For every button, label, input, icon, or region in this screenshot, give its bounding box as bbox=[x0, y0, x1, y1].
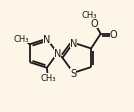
Text: O: O bbox=[110, 29, 118, 39]
Text: S: S bbox=[70, 68, 77, 78]
Text: CH₃: CH₃ bbox=[81, 11, 97, 20]
Text: N: N bbox=[43, 34, 51, 44]
Text: O: O bbox=[91, 19, 98, 29]
Text: N: N bbox=[54, 49, 61, 59]
Text: N: N bbox=[70, 38, 77, 48]
Text: CH₃: CH₃ bbox=[40, 73, 56, 82]
Text: CH₃: CH₃ bbox=[14, 34, 29, 43]
